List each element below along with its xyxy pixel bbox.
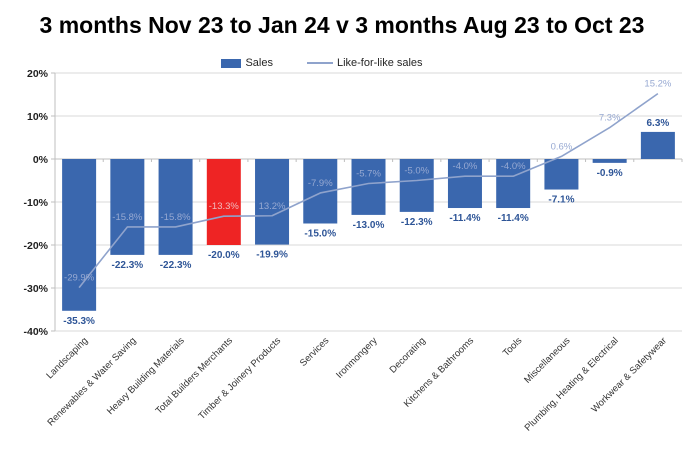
lfl-point-label: -15.8% [161,212,192,223]
y-axis-label: 10% [27,111,49,123]
sales-bar-highlighted [206,159,241,245]
sales-bar-label: -19.9% [256,250,288,261]
lfl-point-label: 7.3% [599,113,621,124]
sales-bar [496,159,531,209]
sales-bar [62,159,97,311]
lfl-point-label: -5.0% [404,166,429,177]
sales-bar-label: -15.0% [304,229,336,240]
sales-bar [592,159,627,163]
category-label: Timber & Joinery Products [196,335,283,422]
category-label: Tools [501,335,525,359]
y-axis-label: 0% [33,154,49,166]
lfl-point-label: -7.9% [308,178,333,189]
lfl-point-label: -4.0% [453,161,478,172]
lfl-point-label: -4.0% [501,161,526,172]
category-label: Miscellaneous [522,335,573,386]
lfl-point-label: -29.9% [64,273,95,284]
sales-bar-label: -12.3% [401,217,433,228]
sales-bar-label: -7.1% [548,195,574,206]
chart-legend: Sales Like-for-like sales [0,57,644,69]
lfl-line-swatch-icon [306,62,333,64]
lfl-line [78,92,659,289]
sales-bar [351,159,386,215]
chart-title: 3 months Nov 23 to Jan 24 v 3 months Aug… [39,12,645,38]
sales-bar-label: -11.4% [449,213,480,224]
lfl-point-label: -13.3% [209,201,240,212]
sales-bar [255,159,290,245]
category-label: Decorating [388,335,428,375]
legend-sales-label: Sales [245,57,273,69]
sales-bar-label: -0.9% [597,168,623,179]
sales-bar-label: -35.3% [63,316,95,327]
legend-item-lfl: Like-for-like sales [306,57,423,69]
lfl-point-label: -5.7% [356,169,381,180]
sales-bar-label: -13.0% [353,220,385,231]
y-axis-label: 20% [27,68,49,80]
lfl-point-label: 0.6% [551,141,573,152]
sales-bar [447,159,482,209]
sales-bar [158,159,193,255]
y-axis-label: -30% [23,283,48,295]
category-label: Services [298,335,332,369]
y-axis-label: -40% [23,326,48,338]
lfl-point-label: -15.8% [112,212,143,223]
lfl-point-label: 13.2% [259,201,286,212]
sales-bar [544,159,579,190]
sales-bar-label: 6.3% [646,118,669,129]
sales-bar [399,159,434,212]
sales-bar-label: -22.3% [160,260,192,271]
sales-bar [640,131,675,159]
lfl-point-label: 15.2% [644,79,671,90]
sales-bar-label: -20.0% [208,250,240,261]
legend-lfl-label: Like-for-like sales [336,57,423,69]
category-label: Plumbing, Heating & Electrical [523,335,621,433]
y-axis-label: -10% [23,197,48,209]
category-label: Renewables & Water Saving [45,335,138,428]
legend-item-sales: Sales [221,57,273,69]
category-label: Landscaping [44,335,90,381]
sales-swatch-icon [221,58,242,68]
sales-bar [110,159,145,255]
y-axis-label: -20% [23,240,48,252]
category-label: Ironmongery [334,335,380,381]
sales-bar-label: -22.3% [112,260,144,271]
sales-bar-label: -11.4% [498,213,529,224]
